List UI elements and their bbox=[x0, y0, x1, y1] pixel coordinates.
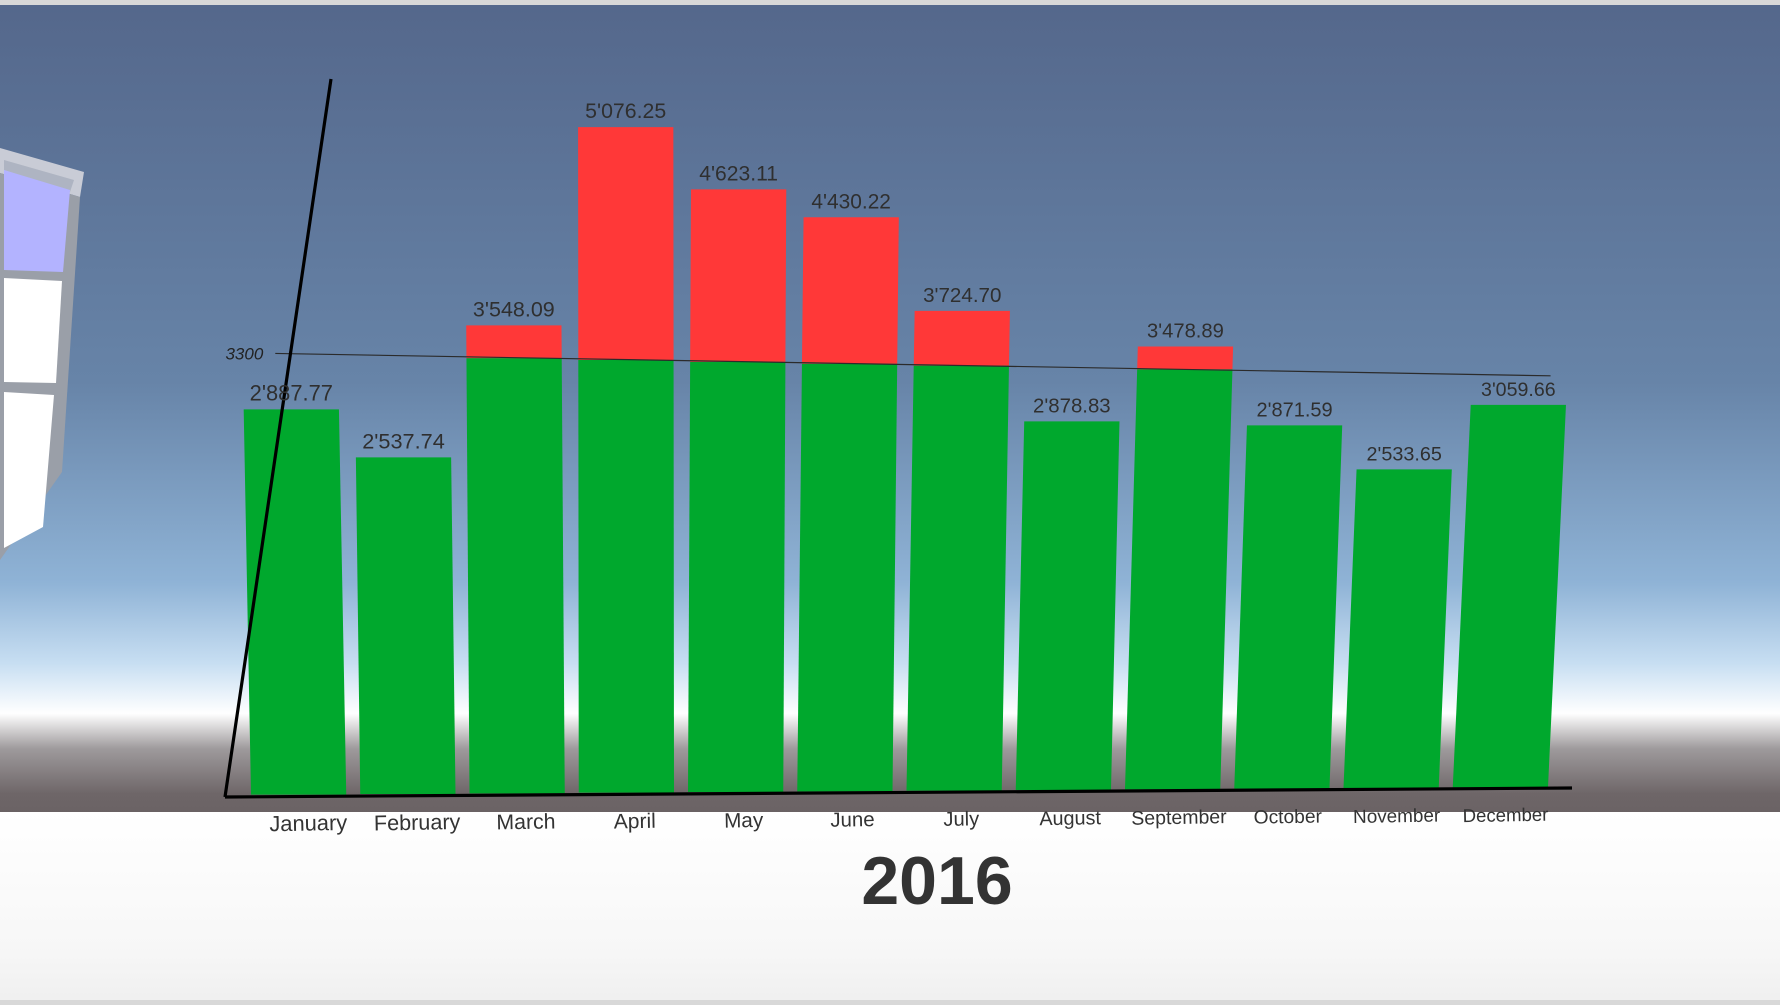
bar-august bbox=[1015, 421, 1120, 790]
bar-november bbox=[1343, 469, 1452, 788]
category-label-june: June bbox=[830, 809, 875, 832]
value-label-september: 3'478.89 bbox=[1147, 321, 1224, 343]
x-axis-line bbox=[224, 786, 1573, 799]
value-label-january: 2'887.77 bbox=[250, 380, 333, 405]
value-label-december: 3'059.66 bbox=[1481, 379, 1556, 401]
bar-excess-september bbox=[1137, 346, 1234, 370]
side-panel bbox=[0, 148, 84, 560]
category-label-august: August bbox=[1039, 807, 1101, 830]
window-top-edge bbox=[0, 0, 1780, 5]
value-label-june: 4'430.22 bbox=[811, 190, 891, 213]
threshold-layer: 3300 bbox=[225, 344, 1551, 377]
bar-excess-march bbox=[466, 325, 562, 359]
bar-june bbox=[797, 363, 898, 792]
bar-excess-april bbox=[578, 127, 674, 360]
value-label-july: 3'724.70 bbox=[923, 284, 1001, 307]
bar-april bbox=[578, 359, 674, 793]
bar-excess-may bbox=[690, 189, 787, 362]
value-label-november: 2'533.65 bbox=[1367, 443, 1442, 465]
axes-layer bbox=[223, 78, 1573, 799]
category-label-november: November bbox=[1353, 805, 1440, 828]
value-label-may: 4'623.11 bbox=[699, 162, 778, 185]
category-label-december: December bbox=[1462, 804, 1548, 826]
value-label-august: 2'878.83 bbox=[1033, 395, 1111, 417]
bar-excess-june bbox=[801, 217, 899, 364]
bar-september bbox=[1125, 369, 1233, 790]
chart-title: 2016 bbox=[861, 843, 1012, 919]
threshold-label: 3300 bbox=[225, 344, 263, 363]
bar-january bbox=[243, 409, 347, 795]
value-label-october: 2'871.59 bbox=[1257, 399, 1333, 421]
bar-march bbox=[466, 358, 565, 794]
bar-may bbox=[688, 361, 786, 792]
bar-excess-july bbox=[913, 310, 1010, 366]
category-label-september: September bbox=[1131, 806, 1227, 830]
category-labels-layer: January February March April May June July Augu… bbox=[269, 804, 1548, 837]
bar-october bbox=[1234, 425, 1343, 789]
category-label-march: March bbox=[496, 809, 556, 834]
category-label-july: July bbox=[943, 808, 979, 831]
bars-layer bbox=[243, 127, 1566, 795]
floor-plane bbox=[0, 812, 1780, 1005]
value-label-february: 2'537.74 bbox=[362, 428, 445, 453]
category-label-may: May bbox=[724, 809, 764, 833]
value-label-march: 3'548.09 bbox=[473, 297, 555, 321]
bar-july bbox=[906, 365, 1009, 791]
bar-december bbox=[1452, 404, 1566, 788]
bar-february bbox=[355, 457, 456, 794]
value-labels-layer: 2'887.77 2'537.74 3'548.09 5'076.25 4'623.11… bbox=[250, 99, 1556, 465]
category-label-february: February bbox=[374, 809, 461, 836]
category-label-january: January bbox=[269, 810, 347, 836]
category-label-april: April bbox=[614, 810, 656, 834]
window-bottom-edge bbox=[0, 1000, 1780, 1005]
value-label-april: 5'076.25 bbox=[585, 99, 666, 123]
threshold-line bbox=[275, 352, 1551, 377]
category-label-october: October bbox=[1254, 806, 1323, 828]
y-axis-line bbox=[223, 78, 333, 798]
